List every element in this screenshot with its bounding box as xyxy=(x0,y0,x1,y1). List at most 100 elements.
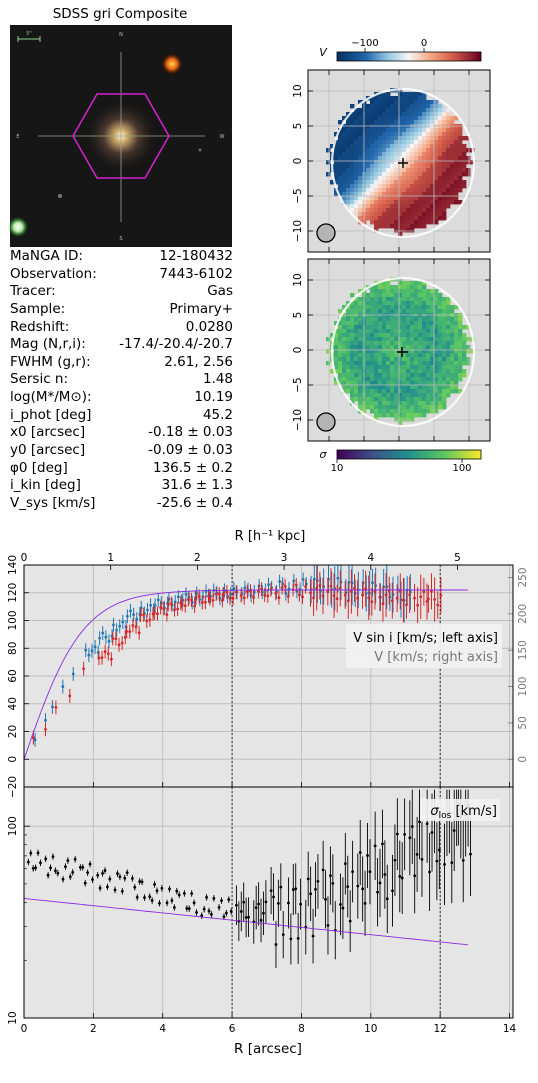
dispersion-point xyxy=(71,870,75,874)
dispersion-pixel xyxy=(382,317,387,322)
velocity-pixel xyxy=(458,156,463,161)
dispersion-pixel xyxy=(402,377,407,382)
dispersion-pixel xyxy=(358,357,363,362)
velocity-pixel xyxy=(354,112,359,117)
dispersion-pixel xyxy=(410,293,415,298)
dispersion-pixel xyxy=(374,293,379,298)
velocity-pixel xyxy=(342,172,347,177)
rotation-point xyxy=(381,602,385,606)
velocity-pixel xyxy=(382,192,387,197)
velocity-pixel xyxy=(390,184,395,189)
velocity-pixel xyxy=(346,156,351,161)
velocity-pixel xyxy=(386,220,391,225)
dispersion-pixel xyxy=(402,297,407,302)
dispersion-pixel xyxy=(438,321,443,326)
dispersion-pixel xyxy=(450,345,455,350)
dispersion-pixel xyxy=(438,385,443,390)
dispersion-pixel xyxy=(390,345,395,350)
velocity-pixel xyxy=(410,128,415,133)
info-value: Gas xyxy=(207,283,233,300)
velocity-pixel xyxy=(446,112,451,117)
velocity-pixel xyxy=(338,168,343,173)
dispersion-pixel xyxy=(442,337,447,342)
velocity-pixel xyxy=(386,140,391,145)
dispersion-pixel xyxy=(418,341,423,346)
dispersion-pixel xyxy=(346,345,351,350)
velocity-pixel xyxy=(390,120,395,125)
dispersion-pixel xyxy=(454,321,459,326)
dispersion-pixel xyxy=(414,305,419,310)
dispersion-pixel xyxy=(394,397,399,402)
rotation-point xyxy=(267,583,270,587)
velocity-pixel xyxy=(414,192,419,197)
velocity-pixel xyxy=(430,116,435,121)
dispersion-pixel xyxy=(394,317,399,322)
rotation-point xyxy=(68,694,72,698)
velocity-pixel xyxy=(406,204,411,209)
dispersion-pixel xyxy=(374,393,379,398)
dispersion-point xyxy=(264,900,268,904)
dispersion-pixel xyxy=(394,405,399,410)
dispersion-pixel xyxy=(382,337,387,342)
velocity-pixel xyxy=(398,176,403,181)
dispersion-point xyxy=(210,912,213,916)
dispersion-pixel xyxy=(346,309,351,314)
dispersion-pixel xyxy=(446,389,451,394)
velocity-pixel xyxy=(398,168,403,173)
dispersion-point xyxy=(133,885,137,889)
velocity-pixel xyxy=(346,180,351,185)
dispersion-pixel xyxy=(414,373,419,378)
dispersion-point xyxy=(123,876,127,880)
dispersion-pixel xyxy=(370,397,375,402)
velocity-pixel xyxy=(454,184,459,189)
rotation-point xyxy=(280,586,284,590)
rotation-point xyxy=(134,625,138,629)
velocity-pixel xyxy=(446,116,451,121)
dispersion-pixel xyxy=(374,337,379,342)
rotation-point xyxy=(169,602,173,605)
velocity-pixel xyxy=(410,120,415,125)
dispersion-pixel xyxy=(442,321,447,326)
velocity-pixel xyxy=(370,108,375,113)
velocity-pixel xyxy=(410,168,415,173)
velocity-pixel xyxy=(402,188,407,193)
dispersion-pixel xyxy=(398,349,403,354)
dispersion-pixel xyxy=(370,325,375,330)
info-label: φ0 [deg] xyxy=(10,459,68,476)
dispersion-pixel xyxy=(382,409,387,414)
velocity-pixel xyxy=(418,160,423,165)
velocity-pixel xyxy=(390,148,395,153)
rotation-point xyxy=(139,613,142,617)
velocity-pixel xyxy=(398,152,403,157)
velocity-pixel xyxy=(418,136,423,141)
dispersion-pixel xyxy=(358,373,363,378)
dispersion-colorbar: σ 10 100 xyxy=(320,448,482,474)
rotation-point xyxy=(346,599,350,603)
rotation-point xyxy=(107,639,111,643)
dispersion-pixel xyxy=(418,317,423,322)
dispersion-pixel xyxy=(446,377,451,382)
dispersion-pixel xyxy=(462,353,467,358)
y-tick-label: 20 xyxy=(7,725,19,738)
dispersion-pixel xyxy=(382,349,387,354)
rotation-point xyxy=(214,592,218,596)
velocity-pixel xyxy=(350,180,355,185)
dispersion-pixel xyxy=(386,373,391,378)
velocity-pixel xyxy=(430,140,435,145)
velocity-pixel xyxy=(410,208,415,213)
dispersion-model xyxy=(24,897,468,946)
dispersion-pixel xyxy=(466,345,471,350)
velocity-pixel xyxy=(382,164,387,169)
dispersion-pixel xyxy=(438,357,443,362)
velocity-pixel xyxy=(442,204,447,209)
rotation-point xyxy=(131,623,135,627)
velocity-pixel xyxy=(358,208,363,213)
info-row: MaNGA ID: 12-180432 xyxy=(10,248,233,266)
velocity-pixel xyxy=(446,128,451,133)
dispersion-pixel xyxy=(390,309,395,314)
dispersion-pixel xyxy=(442,405,447,410)
velocity-pixel xyxy=(350,204,355,209)
info-row: x0 [arcsec] -0.18 ± 0.03 xyxy=(10,424,233,442)
velocity-pixel xyxy=(366,144,371,149)
velocity-pixel xyxy=(438,152,443,157)
